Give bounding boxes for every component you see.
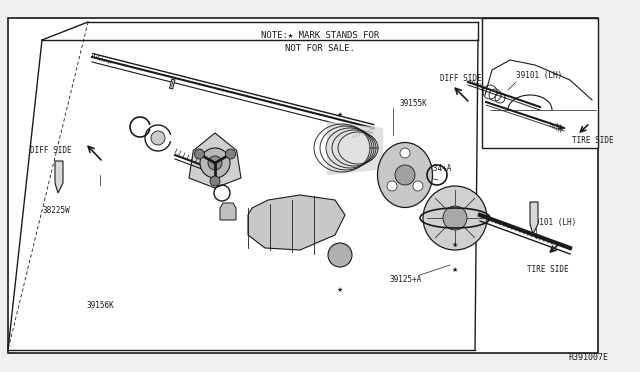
Text: TIRE SIDE: TIRE SIDE bbox=[527, 266, 569, 275]
Bar bbox=[482, 18, 598, 148]
Text: 39234+A: 39234+A bbox=[420, 164, 452, 173]
Text: DIFF SIDE: DIFF SIDE bbox=[30, 145, 72, 154]
Text: 39101 (LH): 39101 (LH) bbox=[516, 71, 563, 80]
Text: ★: ★ bbox=[452, 267, 458, 273]
Polygon shape bbox=[220, 203, 236, 220]
Polygon shape bbox=[55, 161, 63, 193]
Text: 39155K: 39155K bbox=[400, 99, 428, 108]
Text: ★: ★ bbox=[452, 242, 458, 248]
Circle shape bbox=[413, 181, 423, 191]
Circle shape bbox=[423, 186, 487, 250]
Ellipse shape bbox=[378, 142, 433, 208]
Text: TIRE SIDE: TIRE SIDE bbox=[572, 135, 614, 144]
Text: DIFF SIDE: DIFF SIDE bbox=[440, 74, 482, 83]
Circle shape bbox=[400, 148, 410, 158]
Text: 38225W: 38225W bbox=[42, 205, 70, 215]
Circle shape bbox=[208, 156, 222, 170]
Circle shape bbox=[328, 243, 352, 267]
Circle shape bbox=[151, 131, 165, 145]
Circle shape bbox=[387, 181, 397, 191]
Circle shape bbox=[210, 176, 220, 186]
Text: 39156K: 39156K bbox=[86, 301, 114, 310]
Text: NOTE:★ MARK STANDS FOR: NOTE:★ MARK STANDS FOR bbox=[261, 31, 379, 39]
Circle shape bbox=[225, 149, 236, 159]
Text: R391007E: R391007E bbox=[568, 353, 608, 362]
Polygon shape bbox=[189, 133, 241, 188]
Circle shape bbox=[195, 149, 204, 159]
Polygon shape bbox=[530, 202, 538, 234]
Circle shape bbox=[395, 165, 415, 185]
Circle shape bbox=[443, 206, 467, 230]
Text: ★: ★ bbox=[337, 112, 343, 118]
Text: NOT FOR SALE.: NOT FOR SALE. bbox=[285, 44, 355, 52]
Text: 39101 (LH): 39101 (LH) bbox=[530, 218, 576, 227]
Text: ★: ★ bbox=[337, 287, 343, 293]
Polygon shape bbox=[248, 195, 345, 250]
Text: 39125+A: 39125+A bbox=[390, 276, 422, 285]
Circle shape bbox=[200, 148, 230, 178]
